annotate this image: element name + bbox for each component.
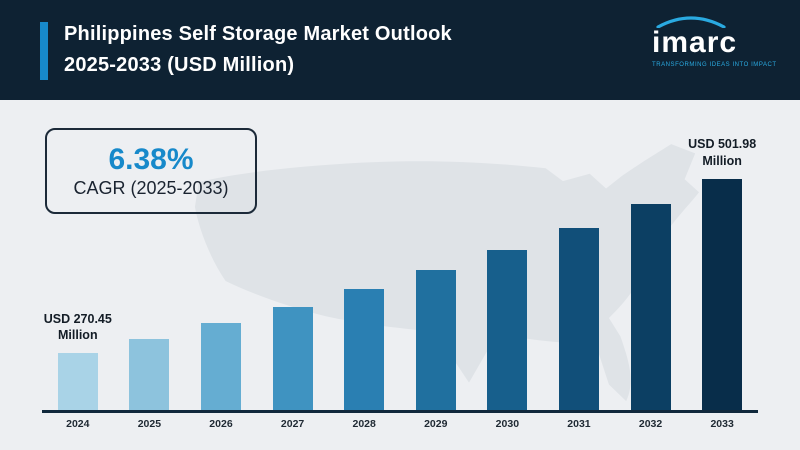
imarc-logo: imarc TRANSFORMING IDEAS INTO IMPACT: [652, 16, 777, 68]
bar-2033: [702, 179, 743, 410]
cagr-card: 6.38% CAGR (2025-2033): [45, 128, 257, 214]
x-axis-line: [42, 410, 758, 413]
year-label-2031: 2031: [567, 418, 591, 430]
header: Philippines Self Storage Market Outlook …: [0, 0, 800, 100]
bar-slot-2025: [114, 105, 186, 410]
year-label-2028: 2028: [352, 418, 376, 430]
cagr-value: 6.38%: [108, 143, 194, 176]
bar-slot-2026: [185, 105, 257, 410]
title-accent-bar: [40, 22, 48, 80]
bar-slot-2024: USD 270.45 Million: [42, 105, 114, 410]
bar-value-label-2033: USD 501.98 Million: [688, 137, 757, 169]
bar-2030: [487, 249, 528, 410]
year-label-2027: 2027: [280, 418, 305, 430]
year-label-2033: 2033: [710, 418, 734, 430]
bar-slot-2030: [472, 105, 544, 410]
x-axis-labels: 2024 2025 2026 2027 2028 2029 2030 2031 2032 2033: [42, 413, 758, 430]
year-label-2032: 2032: [638, 418, 663, 430]
bar-chart: USD 270.45 Million USD 501.98 Million 2024 2…: [42, 100, 758, 450]
bar-2025: [129, 338, 170, 410]
year-label-2025: 2025: [137, 418, 162, 430]
bar-2028: [344, 288, 385, 410]
page-title: Philippines Self Storage Market Outlook …: [64, 19, 452, 81]
bar-2027: [272, 306, 313, 410]
bar-2026: [200, 323, 241, 410]
logo-arc-icon: [656, 16, 726, 28]
bar-slot-2031: [543, 105, 615, 410]
bars-row: USD 270.45 Million USD 501.98 Million: [42, 105, 758, 410]
chart-area: 6.38% CAGR (2025-2033) USD 270.45 Million…: [0, 100, 800, 450]
year-label-2030: 2030: [495, 418, 520, 430]
bar-2032: [630, 204, 671, 410]
year-label-2024: 2024: [66, 418, 90, 430]
logo-text: imarc: [652, 26, 738, 59]
bar-slot-2027: [257, 105, 329, 410]
page-title-line1: Philippines Self Storage Market Outlook: [64, 23, 452, 45]
bar-2024: [57, 353, 98, 410]
bar-slot-2028: [328, 105, 400, 410]
year-label-2026: 2026: [209, 418, 233, 430]
bar-2031: [558, 227, 599, 410]
logo-tagline: TRANSFORMING IDEAS INTO IMPACT: [652, 62, 777, 68]
bar-slot-2029: [400, 105, 472, 410]
bar-2029: [415, 269, 456, 410]
page-title-line2: 2025-2033 (USD Million): [64, 54, 295, 76]
bar-slot-2033: USD 501.98 Million: [686, 105, 758, 410]
year-label-2029: 2029: [424, 418, 448, 430]
bar-value-label-2024: USD 270.45 Million: [43, 311, 112, 343]
cagr-label: CAGR (2025-2033): [73, 178, 229, 198]
bar-slot-2032: [615, 105, 687, 410]
